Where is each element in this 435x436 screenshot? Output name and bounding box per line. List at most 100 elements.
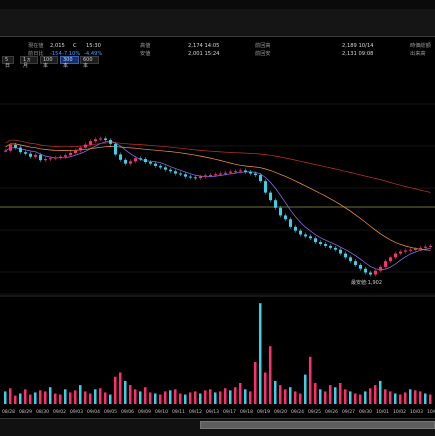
volume-bar [299, 393, 302, 404]
candle [254, 173, 257, 176]
volume-bar [239, 383, 242, 404]
candle [354, 261, 357, 265]
candle [274, 200, 277, 208]
ma-mid-line [5, 143, 431, 251]
period-100-button[interactable]: 100本 [40, 56, 58, 69]
volume-bar [339, 383, 342, 404]
candle [229, 171, 232, 173]
volume-bar [259, 303, 262, 404]
volume-bar [199, 393, 202, 404]
chart-grid [0, 103, 435, 297]
date-label: 09/24 [291, 409, 304, 415]
volume-bar [364, 391, 367, 404]
date-label: 09/25 [308, 409, 321, 415]
date-label: 09/26 [325, 409, 338, 415]
candle [74, 150, 77, 153]
change-value: -154 [50, 51, 62, 57]
candlestick-chart[interactable]: 08/28 08/29 08/30 09/02 09/03 09/04 09/05 09/06… [0, 64, 435, 418]
candle [189, 176, 192, 178]
candle [104, 138, 107, 140]
volume-bar [269, 346, 272, 404]
volume-bar [394, 393, 397, 404]
volume-bar [224, 388, 227, 404]
date-label: 09/13 [206, 409, 219, 415]
candle [269, 192, 272, 201]
volume-bar [244, 389, 247, 404]
volume-bar [389, 391, 392, 404]
candle [329, 245, 332, 248]
change-percent: -7.10% [62, 51, 81, 57]
period-600-button[interactable]: 600本 [80, 56, 99, 69]
candle [49, 158, 52, 160]
candle [34, 154, 37, 157]
date-label: 08/30 [36, 409, 49, 415]
volume-bar [14, 395, 17, 404]
volume-bar [284, 389, 287, 404]
volume-bar [19, 393, 22, 404]
period-1m-button[interactable]: 1ヵ月 [20, 56, 38, 69]
volume-bar [189, 392, 192, 404]
candle [9, 144, 12, 151]
volume-bar [119, 372, 122, 404]
volume-bar [9, 388, 12, 404]
candle [64, 155, 67, 157]
candle [179, 173, 182, 175]
volume-bar [399, 394, 402, 404]
candle [29, 153, 32, 157]
candles [4, 136, 432, 277]
candle [59, 156, 62, 158]
candle [389, 257, 392, 262]
candle [54, 157, 57, 159]
volume-bar [34, 392, 37, 404]
candle [404, 250, 407, 252]
candle [209, 175, 212, 177]
date-label: 10/04 [427, 409, 435, 415]
candle [24, 152, 27, 154]
volume-label: 出来高 [410, 51, 426, 57]
volume-bar [39, 390, 42, 404]
period-300-button[interactable]: 300本 [60, 56, 79, 69]
volume-bar [169, 390, 172, 404]
candle [409, 249, 412, 251]
candle [69, 152, 72, 156]
period-5d-button[interactable]: 5日 [2, 56, 14, 69]
lowest-price-marker: 最安値:1,902 [351, 279, 382, 286]
volume-bar [429, 394, 432, 404]
candle [124, 159, 127, 164]
candle [424, 246, 427, 248]
candle [314, 238, 317, 243]
candle [84, 144, 87, 148]
date-label: 09/20 [274, 409, 287, 415]
volume-bar [179, 393, 182, 404]
candle [159, 165, 162, 168]
candle [429, 245, 432, 247]
candle [174, 171, 177, 174]
volume-bar [69, 392, 72, 404]
candle [204, 175, 207, 177]
date-label: 09/09 [138, 409, 151, 415]
candle [14, 144, 17, 148]
candle [244, 170, 247, 172]
volume-bar [234, 387, 237, 404]
candle [309, 236, 312, 239]
date-label: 10/01 [376, 409, 389, 415]
candle [369, 272, 372, 275]
candle [169, 169, 172, 172]
candle [214, 174, 217, 176]
candle [299, 230, 302, 235]
volume-bar [134, 389, 137, 404]
candle [39, 154, 42, 161]
volume-bar [129, 385, 132, 404]
volume-bar [384, 389, 387, 404]
volume-bar [114, 376, 117, 404]
chart-scrollbar[interactable] [200, 421, 435, 429]
candle [239, 170, 242, 172]
candle [339, 249, 342, 254]
volume-bar [379, 380, 382, 404]
date-label: 10/03 [410, 409, 423, 415]
volume-bar [44, 391, 47, 404]
volume-bar [229, 390, 232, 404]
candle [4, 150, 7, 152]
candle [164, 167, 167, 170]
volume-bar [104, 392, 107, 404]
